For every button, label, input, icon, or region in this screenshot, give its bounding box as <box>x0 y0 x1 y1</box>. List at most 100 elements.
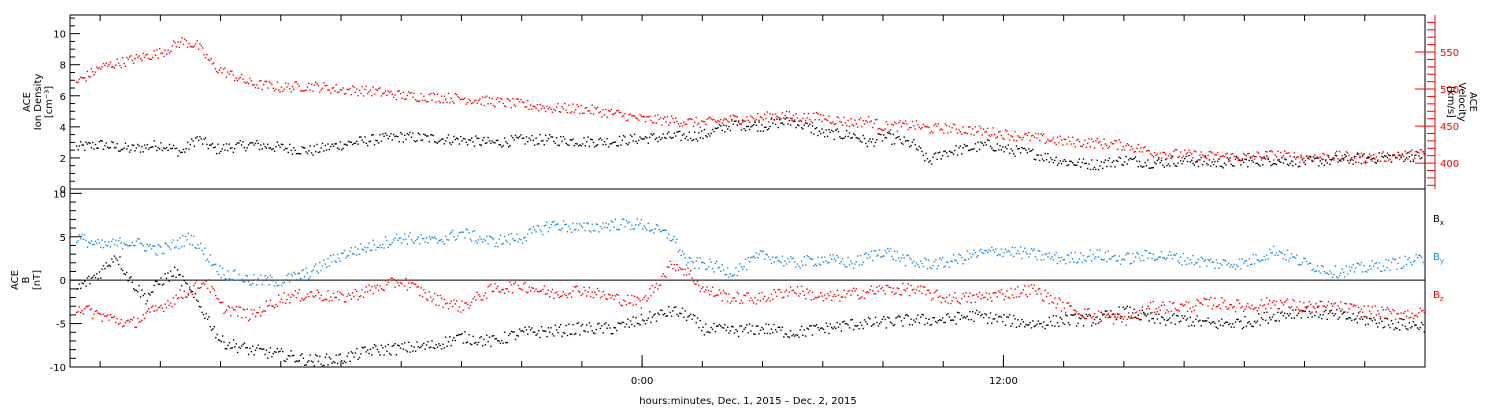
bx-point <box>1326 318 1328 320</box>
bx-point <box>1015 326 1018 328</box>
density-point <box>810 131 812 134</box>
bz-point <box>554 292 556 294</box>
bz-point <box>915 289 918 291</box>
density-point <box>1137 166 1139 168</box>
by-point <box>1319 272 1321 274</box>
bx-point <box>802 334 804 336</box>
density-point <box>524 143 526 145</box>
bx-point <box>666 315 669 317</box>
velocity-point <box>1029 139 1031 142</box>
by-point <box>675 241 677 244</box>
bz-point <box>1286 298 1289 300</box>
bx-point <box>86 277 89 279</box>
velocity-point <box>993 133 996 136</box>
by-point <box>146 243 148 246</box>
velocity-point <box>397 90 399 92</box>
density-point <box>751 125 753 127</box>
bz-point <box>802 290 804 292</box>
bz-point <box>180 296 183 299</box>
velocity-point <box>272 87 274 89</box>
density-point <box>272 148 274 150</box>
by-point <box>1058 257 1060 259</box>
velocity-point <box>1014 130 1016 133</box>
bz-point <box>1071 314 1074 316</box>
density-point <box>653 133 655 135</box>
velocity-point <box>513 104 515 106</box>
by-point <box>532 226 534 228</box>
velocity-point <box>1123 149 1126 151</box>
by-point <box>1018 252 1020 255</box>
density-point <box>1293 156 1295 158</box>
density-point <box>818 130 821 132</box>
bx-point <box>1011 322 1014 325</box>
bz-point <box>1266 297 1268 299</box>
density-point <box>1310 155 1312 158</box>
bx-point <box>1026 324 1029 326</box>
bx-point <box>1382 327 1384 329</box>
by-point <box>781 255 784 257</box>
by-point <box>149 243 151 246</box>
bx-point <box>1171 314 1174 317</box>
bz-point <box>1164 312 1167 314</box>
density-point <box>502 144 504 147</box>
bx-point <box>1323 311 1326 313</box>
bx-point <box>618 322 621 325</box>
velocity-point <box>324 85 326 87</box>
by-point <box>1140 260 1142 262</box>
by-point <box>1050 257 1052 260</box>
bz-point <box>543 285 545 287</box>
velocity-point <box>458 97 461 99</box>
bz-point <box>1234 310 1237 313</box>
velocity-point <box>1400 155 1402 157</box>
density-point <box>654 138 656 140</box>
bz-point <box>1338 307 1341 310</box>
bz-point <box>1300 309 1302 311</box>
velocity-point <box>1352 159 1354 161</box>
density-point <box>1300 156 1302 158</box>
by-point <box>984 249 986 252</box>
density-point <box>596 144 599 146</box>
bx-point <box>167 272 169 274</box>
bz-point <box>293 295 295 297</box>
by-point <box>1178 262 1180 264</box>
bz-point <box>701 287 703 290</box>
by-point <box>1093 257 1096 260</box>
velocity-point <box>398 90 400 92</box>
velocity-point <box>243 81 246 83</box>
by-point <box>445 235 447 238</box>
velocity-point <box>932 132 934 134</box>
bx-point <box>153 284 155 287</box>
velocity-point <box>1386 152 1389 154</box>
velocity-point <box>1106 144 1108 147</box>
bz-point <box>399 282 402 284</box>
density-point <box>612 142 614 144</box>
bz-point <box>1197 300 1200 302</box>
bz-point <box>320 294 322 297</box>
bx-point <box>1351 319 1353 322</box>
velocity-point <box>327 89 329 91</box>
bx-point <box>1293 317 1295 319</box>
velocity-point <box>888 130 890 132</box>
bx-point <box>293 354 295 357</box>
density-point <box>787 123 789 125</box>
bz-point <box>747 292 749 294</box>
density-point <box>946 152 948 154</box>
bx-point <box>1304 310 1306 313</box>
by-point <box>1394 258 1397 261</box>
by-point <box>153 245 155 247</box>
by-point <box>1325 272 1327 274</box>
density-point <box>479 144 481 146</box>
by-point <box>264 275 266 277</box>
bz-point <box>980 298 982 300</box>
velocity-point <box>1338 150 1341 153</box>
density-point <box>627 144 629 146</box>
bz-point <box>141 319 143 322</box>
density-point <box>116 143 118 145</box>
velocity-point <box>1021 139 1023 141</box>
density-point <box>323 150 325 152</box>
bx-point <box>471 343 473 346</box>
density-point <box>1382 156 1384 159</box>
by-point <box>695 260 697 262</box>
by-point <box>685 264 688 266</box>
bz-point <box>228 306 231 309</box>
